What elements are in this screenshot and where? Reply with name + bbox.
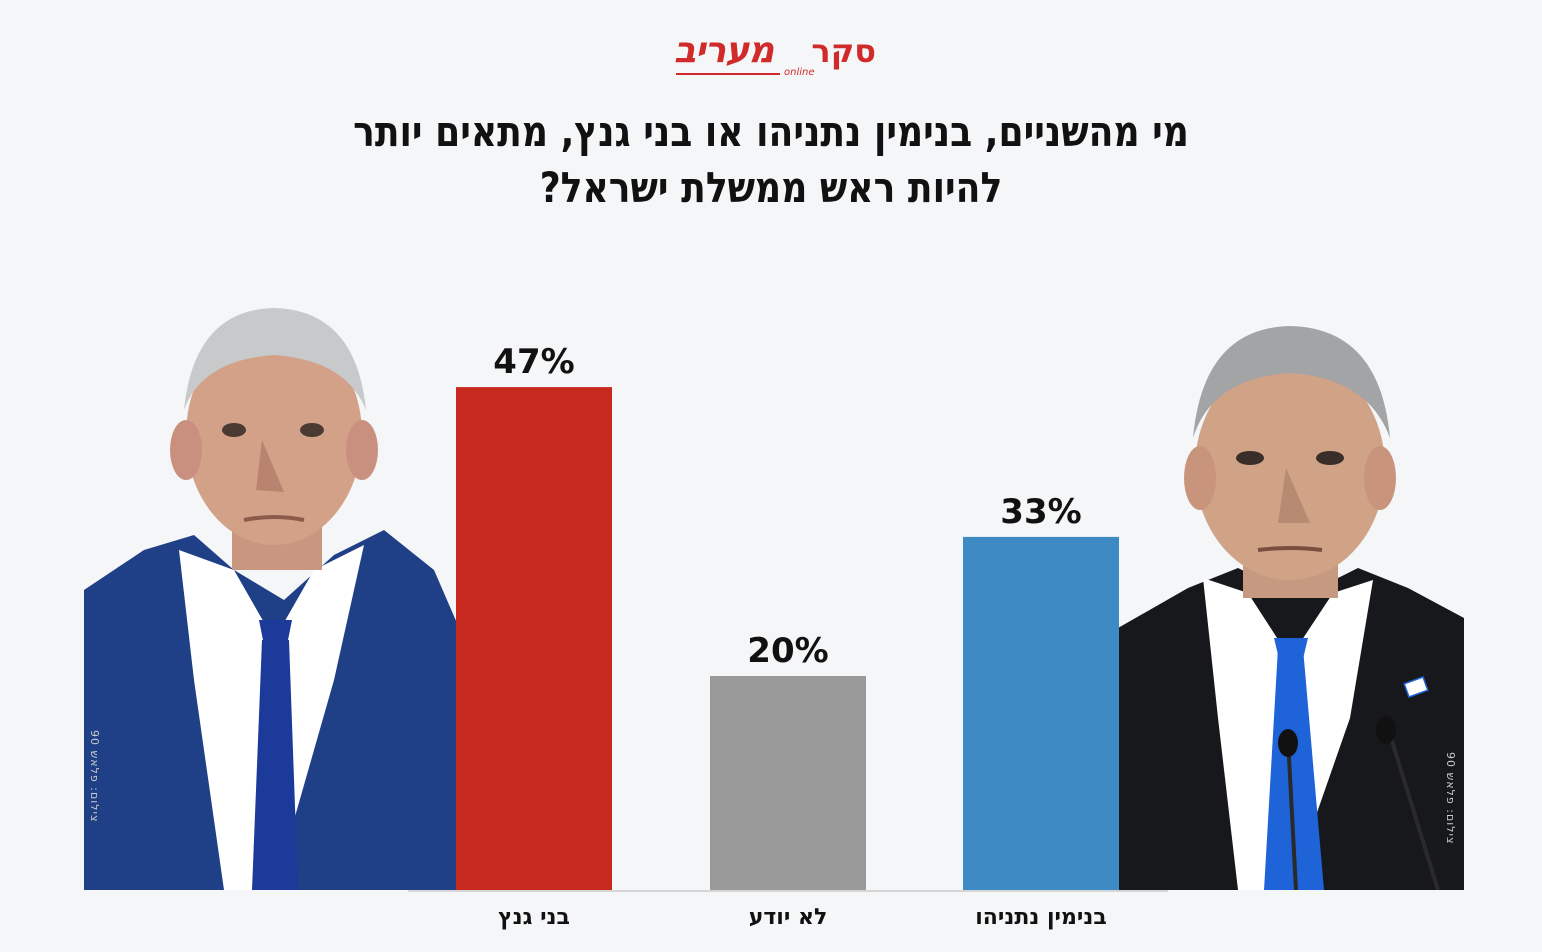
bar-2: [963, 536, 1119, 890]
brand-underline: [676, 73, 780, 75]
brand-sub: online: [784, 67, 815, 78]
netanyahu-portrait: [1118, 326, 1464, 890]
gantz-portrait: [84, 308, 460, 890]
category-label-1: לא יודע: [749, 905, 828, 930]
bar-0: [456, 387, 612, 890]
brand-logo: מעריב סקר online: [672, 30, 882, 80]
question-line-1: מי מהשניים, בנימין נתניהו או בני גנץ, מת…: [353, 107, 1189, 156]
survey-word: סקר: [811, 32, 876, 70]
photo-credit-right: צילום: פלאש 90: [1444, 752, 1457, 845]
bar-value-label-2: 33%: [1000, 492, 1081, 532]
survey-question: מי מהשניים, בנימין נתניהו או בני גנץ, מת…: [349, 104, 1194, 216]
question-line-2: להיות ראש ממשלת ישראל?: [539, 163, 1003, 212]
bar-1: [710, 676, 866, 890]
brand-name: מעריב: [674, 30, 774, 71]
category-label-0: בני גנץ: [498, 905, 570, 930]
bar-value-label-0: 47%: [493, 342, 574, 382]
bar-value-label-1: 20%: [747, 631, 828, 671]
category-label-2: בנימין נתניהו: [975, 905, 1107, 930]
photo-credit-left: צילום: פלאש 90: [88, 730, 101, 823]
